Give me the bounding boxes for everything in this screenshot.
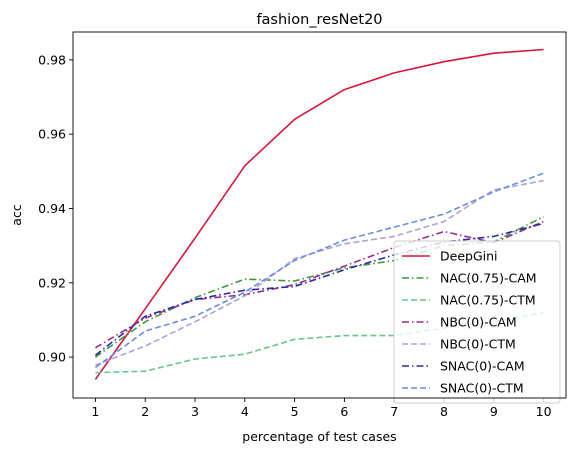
- series-line-5: [94, 222, 544, 356]
- legend-label-2: NAC(0.75)-CTM: [440, 293, 536, 308]
- legend-label-3: NBC(0)-CAM: [440, 315, 517, 330]
- x-tick-label: 4: [241, 404, 249, 419]
- x-axis: 1 2 3 4 5 6 7 8 9 10: [91, 398, 552, 419]
- x-tick-label: 6: [340, 404, 348, 419]
- x-tick-label: 2: [141, 404, 149, 419]
- x-tick-label: 3: [191, 404, 199, 419]
- legend-label-4: NBC(0)-CTM: [440, 337, 516, 352]
- y-axis: 0.90 0.92 0.94 0.96 0.98: [38, 52, 73, 365]
- legend-label-1: NAC(0.75)-CAM: [440, 271, 537, 286]
- y-tick-label: 0.90: [38, 350, 66, 365]
- y-tick-label: 0.92: [38, 275, 66, 290]
- series-line-4: [95, 179, 544, 367]
- y-tick-label: 0.94: [38, 201, 66, 216]
- x-tick-label: 7: [390, 404, 398, 419]
- x-tick-label: 8: [440, 404, 448, 419]
- legend: DeepGini NAC(0.75)-CAM NAC(0.75)-CTM NBC(0)…: [393, 240, 561, 404]
- legend-label-6: SNAC(0)-CTM: [440, 381, 524, 396]
- plot-frame: [72, 31, 567, 399]
- x-axis-label: percentage of test cases: [242, 429, 396, 444]
- chart-title: fashion_resNet20: [256, 12, 382, 28]
- legend-label-0: DeepGini: [440, 249, 498, 264]
- legend-box: [393, 240, 561, 404]
- x-tick-label: 5: [291, 404, 299, 419]
- y-tick-label: 0.96: [38, 127, 66, 142]
- x-tick-label: 9: [490, 404, 498, 419]
- y-axis-label: acc: [9, 204, 24, 226]
- x-tick-label: 1: [91, 404, 99, 419]
- x-tick-label: 10: [536, 404, 552, 419]
- legend-label-5: SNAC(0)-CAM: [440, 359, 525, 374]
- series-line-6: [94, 172, 544, 369]
- series-line-3: [94, 220, 544, 349]
- y-tick-label: 0.98: [38, 52, 66, 67]
- series-line-0: [94, 48, 544, 380]
